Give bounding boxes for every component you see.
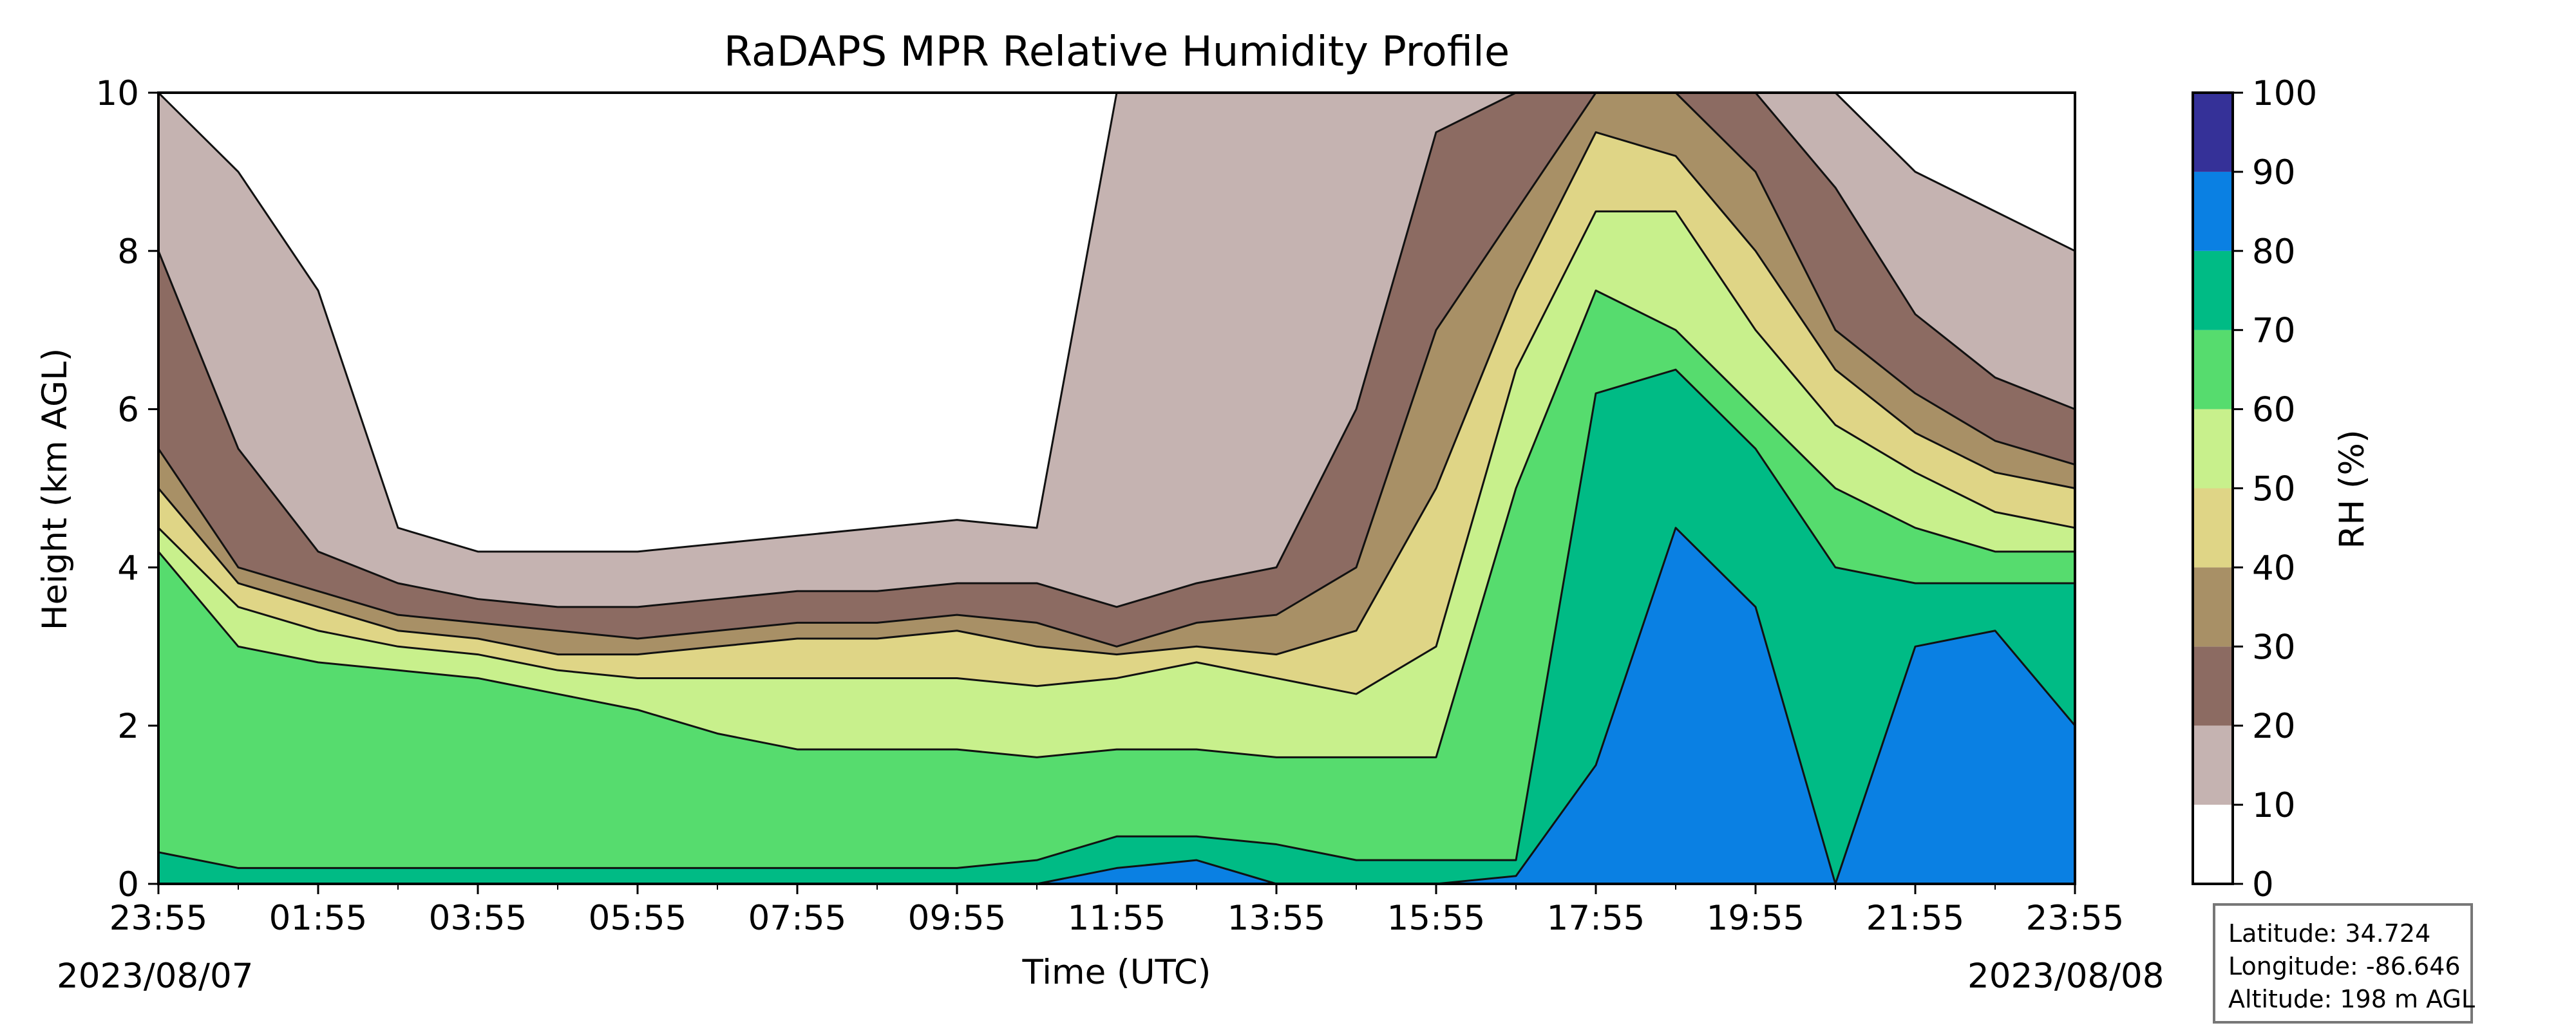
x-tick-label: 17:55: [1547, 899, 1645, 938]
x-tick-label: 21:55: [1866, 899, 1965, 938]
start-date-label: 2023/08/07: [57, 957, 253, 996]
x-tick-label: 15:55: [1387, 899, 1486, 938]
colorbar-tick-label: 70: [2252, 312, 2295, 351]
colorbar-tick-label: 40: [2252, 548, 2295, 588]
altitude-text: Altitude: 198 m AGL: [2228, 985, 2476, 1013]
y-tick-label: 8: [117, 232, 139, 272]
colorbar-label: RH (%): [2333, 429, 2372, 548]
x-tick-label: 13:55: [1227, 899, 1326, 938]
colorbar-tick-label: 0: [2252, 865, 2274, 904]
colorbar-swatch-60: [2193, 330, 2233, 409]
rh-band-70-80: [157, 368, 2076, 885]
latitude-text: Latitude: 34.724: [2228, 919, 2431, 948]
x-axis-label: Time (UTC): [1022, 953, 1211, 992]
x-tick-label: 01:55: [269, 899, 368, 938]
colorbar: 0 10 20 30 40 50 60 70 80 90 100: [2192, 74, 2317, 904]
chart-title: RaDAPS MPR Relative Humidity Profile: [724, 28, 1510, 76]
longitude-text: Longitude: -86.646: [2228, 952, 2461, 980]
colorbar-swatch-30: [2193, 567, 2233, 647]
colorbar-tick-label: 60: [2252, 391, 2295, 430]
colorbar-swatch-80: [2193, 171, 2233, 251]
colorbar-tick-label: 100: [2252, 74, 2317, 113]
x-tick-label: 03:55: [429, 899, 527, 938]
x-tick-label: 11:55: [1068, 899, 1166, 938]
x-tick-label: 09:55: [908, 899, 1007, 938]
location-info-box: Latitude: 34.724 Longitude: -86.646 Alti…: [2213, 903, 2476, 1024]
colorbar-swatch-40: [2193, 488, 2233, 568]
colorbar-swatch-10: [2193, 726, 2233, 805]
plot-area: [157, 91, 2076, 885]
colorbar-tick-label: 20: [2252, 707, 2295, 746]
y-tick-label: 2: [117, 707, 139, 746]
colorbar-tick-label: 50: [2252, 470, 2295, 509]
colorbar-swatch-70: [2193, 250, 2233, 330]
colorbar-swatch-20: [2193, 646, 2233, 726]
x-tick-label: 07:55: [748, 899, 847, 938]
x-tick-label: 05:55: [589, 899, 687, 938]
y-axis-label: Height (km AGL): [35, 348, 75, 631]
y-tick-label: 0: [117, 865, 139, 904]
x-axis: 23:55 01:55 03:55 05:55 07:55 09:55 11:55 13:55…: [109, 884, 2125, 938]
y-axis: 0 2 4 6 8 10: [96, 74, 158, 904]
colorbar-swatch-90: [2193, 93, 2233, 172]
x-tick-label: 23:55: [2026, 899, 2125, 938]
colorbar-swatch-0: [2193, 805, 2233, 884]
colorbar-tick-label: 10: [2252, 786, 2295, 825]
y-tick-label: 6: [117, 391, 139, 430]
colorbar-tick-label: 30: [2252, 628, 2295, 667]
x-tick-label: 23:55: [109, 899, 208, 938]
colorbar-tick-label: 90: [2252, 153, 2295, 192]
y-tick-label: 10: [96, 74, 139, 113]
end-date-label: 2023/08/08: [1967, 957, 2164, 996]
colorbar-tick-label: 80: [2252, 232, 2295, 272]
y-tick-label: 4: [117, 548, 139, 588]
colorbar-swatch-50: [2193, 409, 2233, 489]
x-tick-label: 19:55: [1707, 899, 1805, 938]
